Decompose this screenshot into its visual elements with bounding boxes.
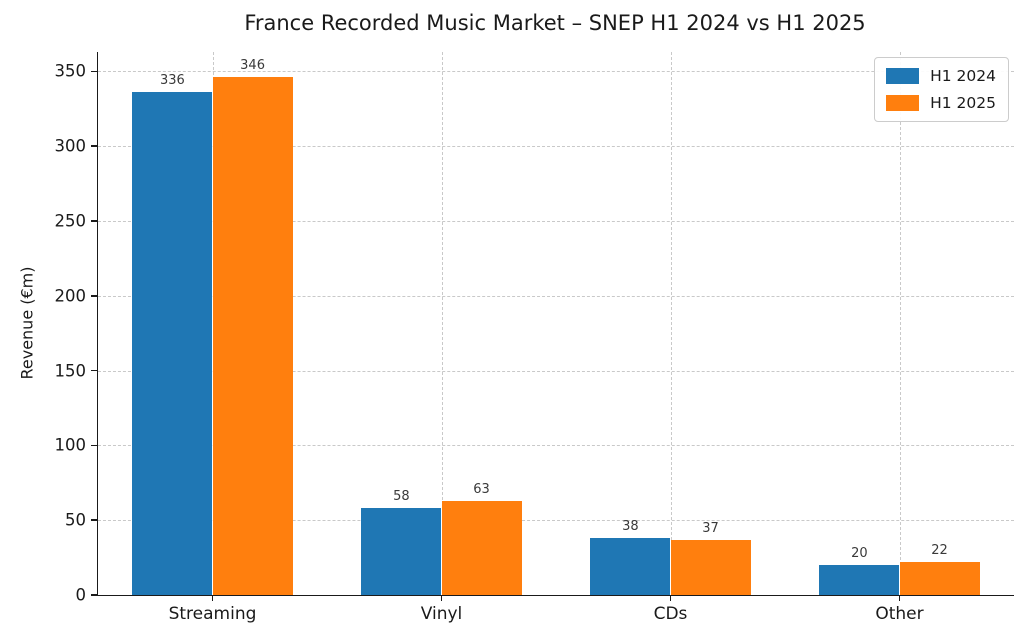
bar-h1-2025-vinyl: [441, 500, 522, 595]
y-tick-mark: [91, 594, 98, 596]
bar-h1-2025-cds: [670, 539, 751, 595]
y-tick-mark: [91, 145, 98, 147]
y-gridline: [98, 295, 1014, 297]
y-tick-mark: [91, 70, 98, 73]
plot-area: H1 2024 H1 2025 0 50 100 150 200 250 300 350 Stre…: [55, 52, 1014, 624]
bar-h1-2024-cds: [590, 538, 671, 595]
bar-value-label: 346: [240, 58, 265, 74]
y-tick-label: 200: [54, 286, 87, 306]
bar-value-label: 38: [622, 519, 639, 535]
x-tick-mark: [669, 595, 672, 601]
bar-h1-2024-streaming: [132, 92, 213, 595]
y-tick-label: 0: [75, 585, 87, 605]
x-tick-label: CDs: [653, 604, 688, 624]
y-tick-label: 300: [54, 136, 87, 156]
legend: H1 2024 H1 2025: [874, 57, 1009, 122]
y-axis-label: Revenue (€m): [17, 266, 37, 380]
x-gridline: [670, 52, 672, 595]
legend-item: H1 2024: [886, 67, 996, 85]
legend-swatch: [886, 95, 920, 111]
legend-label: H1 2025: [930, 94, 996, 112]
x-gridline: [899, 52, 901, 595]
y-gridline: [98, 520, 1014, 522]
y-gridline: [98, 221, 1014, 223]
y-tick-mark: [91, 369, 98, 372]
y-gridline: [98, 445, 1014, 447]
y-gridline: [98, 370, 1014, 372]
y-gridline: [98, 146, 1014, 148]
legend-label: H1 2024: [930, 67, 996, 85]
y-tick-label: 100: [54, 435, 87, 455]
bar-h1-2024-other: [819, 565, 900, 595]
y-tick-label: 150: [54, 361, 87, 381]
y-tick-label: 50: [65, 510, 86, 530]
chart-title: France Recorded Music Market – SNEP H1 2…: [244, 11, 866, 35]
x-tick-label: Vinyl: [420, 604, 463, 624]
legend-swatch: [886, 68, 920, 84]
y-tick-mark: [91, 295, 98, 297]
x-tick-label: Other: [875, 604, 924, 624]
bar-h1-2025-other: [899, 562, 980, 595]
bar-value-label: 20: [851, 546, 868, 562]
legend-item: H1 2025: [886, 94, 996, 112]
y-tick-mark: [91, 220, 98, 222]
x-gridline: [441, 52, 443, 595]
x-tick-mark: [440, 595, 443, 601]
x-tick-mark: [898, 595, 901, 601]
y-tick-label: 250: [54, 211, 87, 231]
y-tick-mark: [91, 519, 98, 521]
bar-value-label: 63: [473, 481, 490, 497]
y-tick-label: 350: [54, 61, 87, 81]
y-gridline: [98, 71, 1014, 73]
bar-h1-2024-vinyl: [361, 508, 442, 595]
x-tick-label: Streaming: [168, 604, 257, 624]
y-tick-mark: [91, 444, 98, 447]
bar-value-label: 22: [931, 543, 948, 559]
x-tick-mark: [211, 595, 214, 601]
bar-h1-2025-streaming: [212, 77, 293, 595]
bar-value-label: 37: [702, 520, 719, 536]
bar-value-label: 336: [160, 73, 185, 89]
bar-value-label: 58: [393, 489, 410, 505]
